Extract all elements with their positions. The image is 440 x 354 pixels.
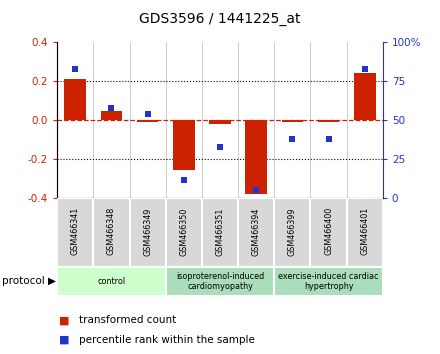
Bar: [311, 198, 347, 267]
Text: transformed count: transformed count: [79, 315, 176, 325]
Bar: [347, 198, 383, 267]
Bar: [137, 120, 158, 122]
Text: GSM466349: GSM466349: [143, 207, 152, 256]
Bar: [318, 120, 339, 122]
Bar: [129, 198, 166, 267]
Bar: [166, 267, 274, 296]
Bar: [202, 198, 238, 267]
Bar: [274, 198, 311, 267]
Bar: [238, 198, 274, 267]
Text: GSM466341: GSM466341: [71, 207, 80, 256]
Bar: [166, 198, 202, 267]
Text: protocol ▶: protocol ▶: [2, 276, 56, 286]
Bar: [101, 110, 122, 120]
Bar: [64, 80, 86, 120]
Text: GSM466350: GSM466350: [180, 207, 188, 256]
Text: GSM466399: GSM466399: [288, 207, 297, 256]
Bar: [173, 120, 194, 170]
Text: GSM466394: GSM466394: [252, 207, 260, 256]
Text: ■: ■: [59, 315, 70, 325]
Text: GSM466401: GSM466401: [360, 207, 369, 256]
Text: percentile rank within the sample: percentile rank within the sample: [79, 335, 255, 345]
Text: GSM466351: GSM466351: [216, 207, 224, 256]
Bar: [282, 120, 303, 122]
Text: isoproterenol-induced
cardiomyopathy: isoproterenol-induced cardiomyopathy: [176, 272, 264, 291]
Bar: [93, 198, 129, 267]
Bar: [209, 120, 231, 124]
Bar: [57, 198, 93, 267]
Bar: [354, 73, 376, 120]
Text: GSM466400: GSM466400: [324, 207, 333, 256]
Text: GSM466348: GSM466348: [107, 207, 116, 256]
Bar: [246, 120, 267, 194]
Text: exercise-induced cardiac
hypertrophy: exercise-induced cardiac hypertrophy: [278, 272, 379, 291]
Bar: [274, 267, 383, 296]
Text: GDS3596 / 1441225_at: GDS3596 / 1441225_at: [139, 12, 301, 27]
Text: control: control: [97, 277, 125, 286]
Text: ■: ■: [59, 335, 70, 345]
Bar: [57, 267, 166, 296]
